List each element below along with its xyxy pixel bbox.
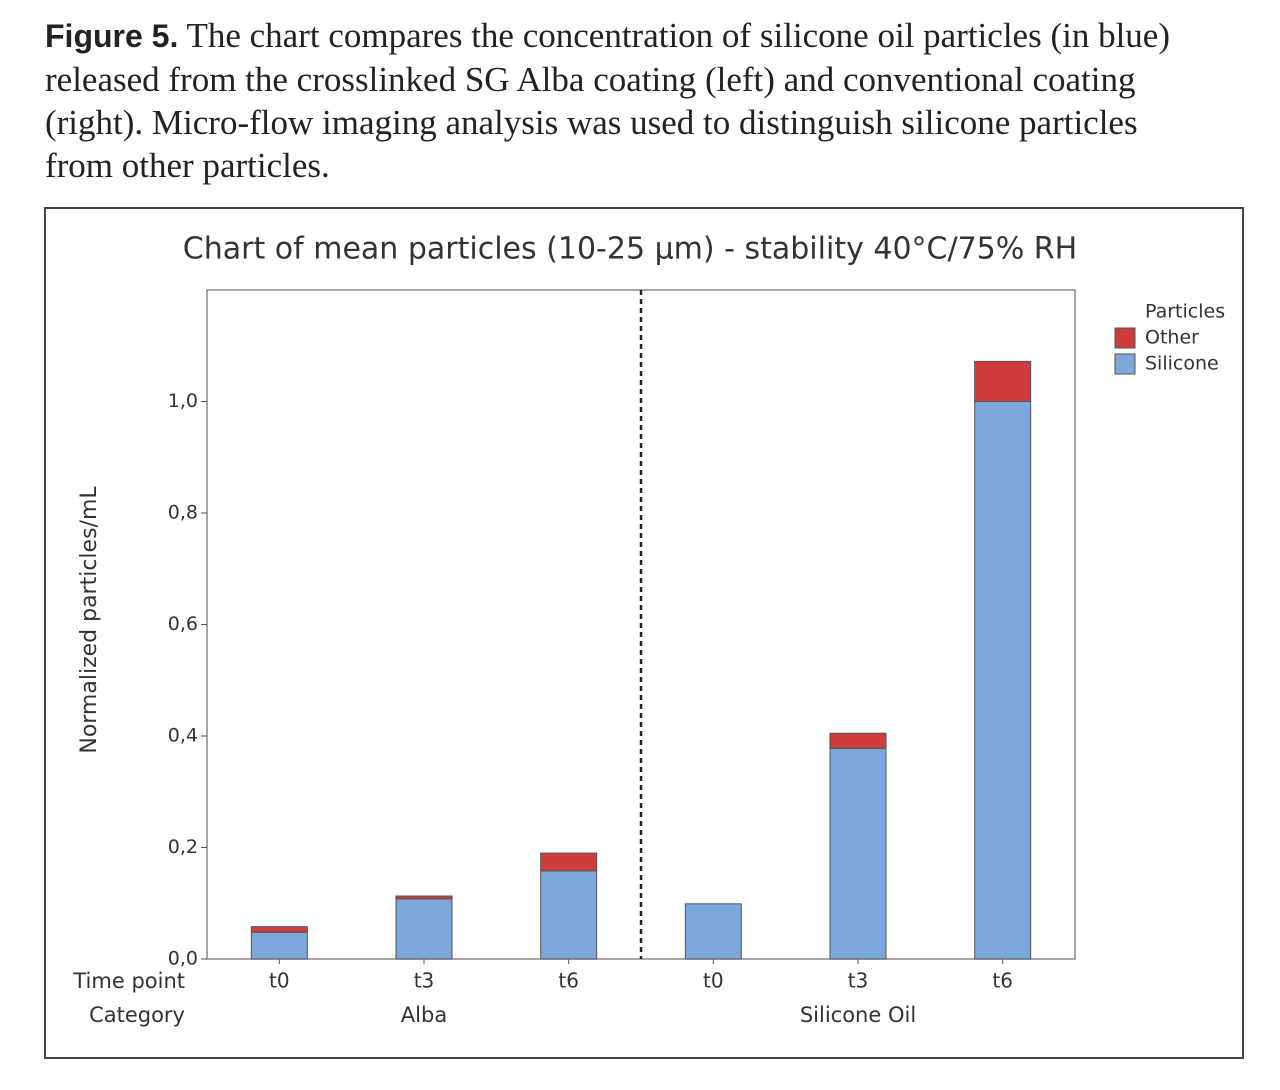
bar-segment xyxy=(974,360,1032,402)
chart-frame xyxy=(44,207,1244,1059)
bar-segment xyxy=(250,931,308,960)
legend-title: Particles xyxy=(1145,301,1225,323)
caption: Figure 5. The chart compares the concent… xyxy=(45,14,1205,187)
bar-segment xyxy=(395,898,453,960)
y-tick-label: 0,8 xyxy=(168,502,198,524)
x-tick-label: t0 xyxy=(269,969,290,993)
y-tick-label: 0,6 xyxy=(168,613,198,635)
x-tick-label: t3 xyxy=(848,969,869,993)
x-tick-label: t6 xyxy=(558,969,579,993)
caption-label: Figure 5. xyxy=(45,18,179,54)
bar-segment xyxy=(974,401,1032,960)
caption-text: The chart compares the concentration of … xyxy=(45,16,1170,185)
legend-swatch xyxy=(1114,353,1136,375)
y-tick-label: 1,0 xyxy=(168,390,198,412)
x-tick-label: t6 xyxy=(992,969,1013,993)
y-tick-label: 0,2 xyxy=(168,836,198,858)
chart-title: Chart of mean particles (10-25 µm) - sta… xyxy=(183,232,1077,267)
y-tick-label: 0,4 xyxy=(168,725,198,747)
group-label: Silicone Oil xyxy=(800,1003,916,1027)
legend-label: Other xyxy=(1145,327,1199,349)
bar-segment xyxy=(684,903,742,960)
y-axis-title: Normalized particles/mL xyxy=(77,486,102,754)
legend-swatch xyxy=(1114,327,1136,349)
bar-segment xyxy=(250,926,308,933)
row-label: Time point xyxy=(72,969,185,993)
group-label: Alba xyxy=(401,1003,447,1027)
bar-segment xyxy=(829,732,887,749)
x-tick-label: t3 xyxy=(414,969,435,993)
bar-segment xyxy=(540,870,598,960)
bar-segment xyxy=(540,852,598,872)
y-tick-label: 0,0 xyxy=(168,948,198,970)
legend-label: Silicone xyxy=(1145,353,1219,375)
x-tick-label: t0 xyxy=(703,969,724,993)
bar-segment xyxy=(395,895,453,900)
row-label: Category xyxy=(89,1003,185,1027)
bar-segment xyxy=(829,747,887,960)
